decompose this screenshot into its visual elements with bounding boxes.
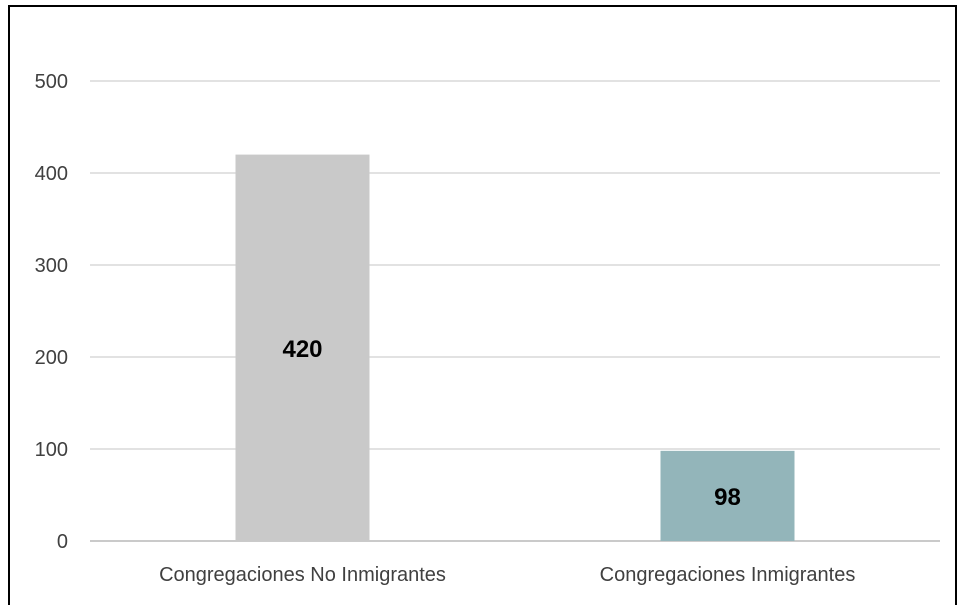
x-category-label: Congregaciones No Inmigrantes bbox=[159, 564, 446, 586]
x-axis-categories: Congregaciones No Inmigrantes Congregacio… bbox=[159, 564, 855, 586]
bar-no-inmigrantes bbox=[235, 154, 370, 541]
y-tick-label: 500 bbox=[35, 71, 68, 93]
bar-inmigrantes bbox=[660, 450, 795, 541]
gridlines bbox=[90, 80, 940, 542]
y-tick-label: 400 bbox=[35, 163, 68, 185]
chart-frame bbox=[8, 5, 957, 605]
y-tick-label: 0 bbox=[57, 531, 68, 553]
y-axis-ticks: 0 100 200 300 400 500 bbox=[35, 71, 68, 553]
y-tick-label: 200 bbox=[35, 347, 68, 369]
y-tick-label: 300 bbox=[35, 255, 68, 277]
x-category-label: Congregaciones Inmigrantes bbox=[600, 564, 856, 586]
y-tick-label: 100 bbox=[35, 439, 68, 461]
bars: 420 98 bbox=[235, 154, 795, 541]
bar-data-label: 420 bbox=[282, 336, 322, 363]
bar-data-label: 98 bbox=[714, 484, 741, 511]
